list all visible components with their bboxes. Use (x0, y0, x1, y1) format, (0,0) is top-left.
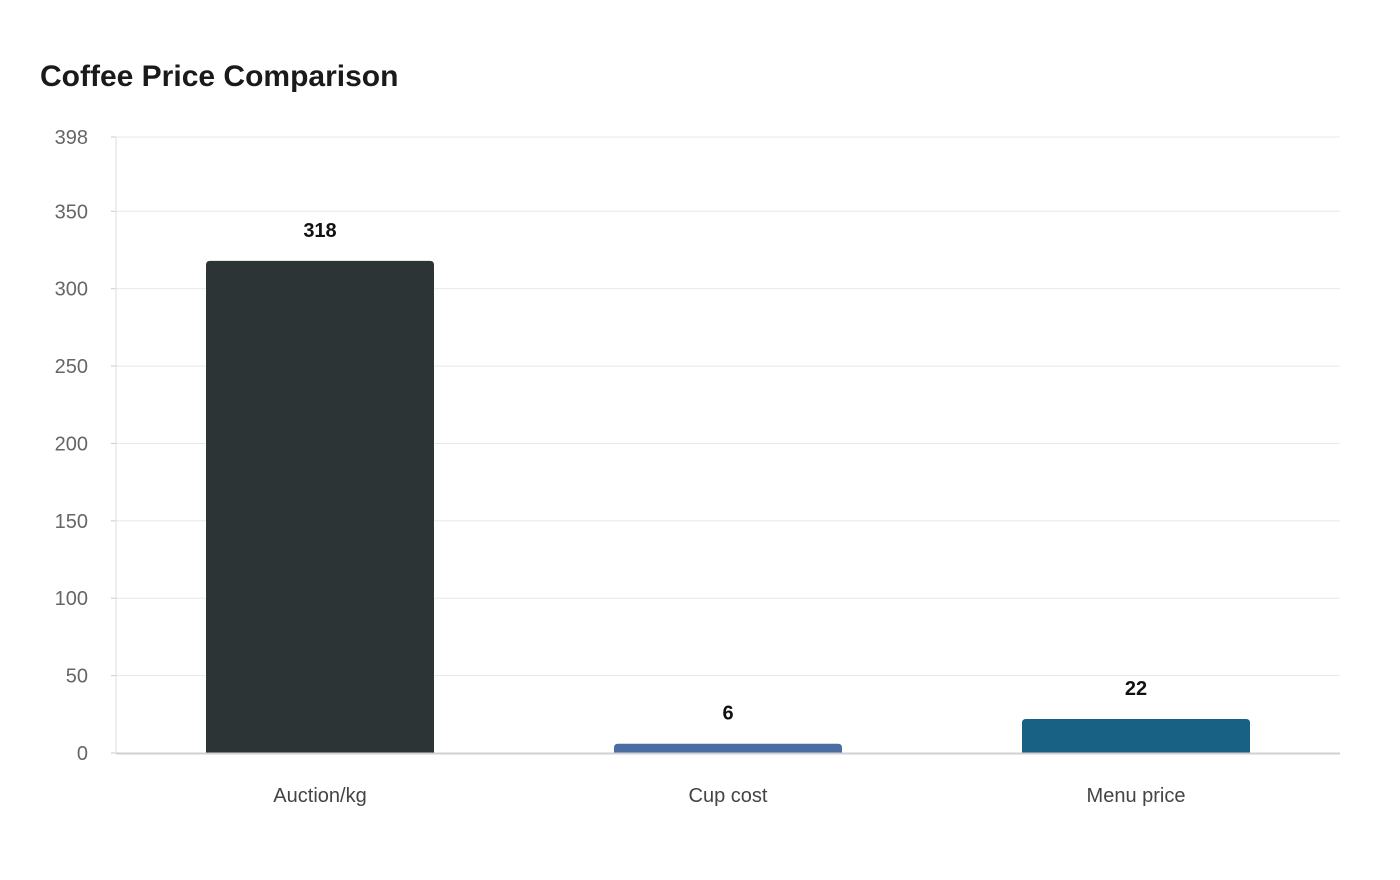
y-tick-label: 100 (55, 588, 88, 610)
bar-auction-kg (206, 260, 434, 753)
bar-cup-cost (614, 743, 842, 753)
y-tick-label: 300 (55, 279, 88, 301)
chart-title: Coffee Price Comparison (40, 60, 399, 93)
y-tick-label: 50 (66, 666, 88, 688)
y-tick-label: 150 (55, 511, 88, 533)
data-label: 318 (303, 220, 336, 242)
x-tick-label: Menu price (1087, 785, 1186, 807)
y-tick-label: 398 (55, 127, 88, 149)
y-tick-label: 200 (55, 433, 88, 455)
y-tick-label: 0 (77, 743, 88, 765)
y-tick-label: 250 (55, 356, 88, 378)
x-tick-label: Cup cost (689, 785, 768, 807)
y-tick-label: 350 (55, 201, 88, 223)
data-label: 22 (1125, 678, 1147, 700)
bar-menu-price (1022, 718, 1250, 753)
data-label: 6 (722, 703, 733, 725)
x-tick-label: Auction/kg (273, 785, 366, 807)
